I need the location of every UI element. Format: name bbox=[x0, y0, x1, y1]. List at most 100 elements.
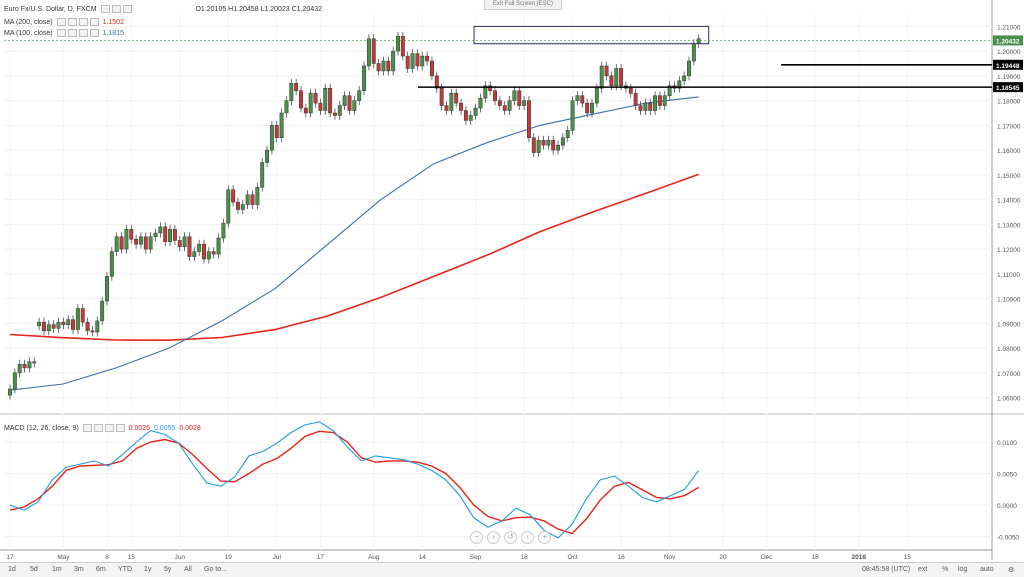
scroll-right-icon[interactable]: › bbox=[521, 531, 534, 544]
candle-up bbox=[105, 276, 109, 302]
time-tick-label: Dec bbox=[761, 554, 773, 561]
range-all[interactable]: All bbox=[184, 566, 192, 573]
price-tick-label: 1.10000 bbox=[997, 297, 1021, 304]
time-tick-label: 19 bbox=[225, 554, 233, 561]
ma100-eye-icon[interactable] bbox=[56, 29, 66, 37]
zoom-in-icon[interactable]: + bbox=[538, 531, 551, 544]
candle-down bbox=[129, 229, 134, 240]
candle-down bbox=[119, 236, 124, 250]
time-tick-label: Sep bbox=[470, 554, 482, 561]
candle-up bbox=[357, 90, 362, 101]
range-5d[interactable]: 5d bbox=[30, 566, 38, 573]
candle-up bbox=[323, 88, 328, 111]
macd-tick-label: 0.0100 bbox=[997, 440, 1017, 447]
macd-close-icon[interactable] bbox=[104, 424, 114, 432]
macd-legend: MACD (12, 26, close, 9) 0.0026 0.0055 0.… bbox=[4, 424, 203, 432]
range-6m[interactable]: 6m bbox=[96, 566, 106, 573]
candle-up bbox=[168, 229, 173, 242]
price-tick-label: 1.15000 bbox=[997, 173, 1021, 180]
candle-down bbox=[187, 236, 192, 257]
price-tick-label: 1.17000 bbox=[997, 123, 1021, 130]
ma200-more-icon[interactable] bbox=[89, 18, 99, 26]
candle-up bbox=[420, 55, 425, 67]
candle-down bbox=[502, 105, 507, 111]
ma100-more-icon[interactable] bbox=[89, 29, 99, 37]
candle-down bbox=[386, 60, 391, 72]
candle-down bbox=[333, 112, 337, 116]
candle-up bbox=[478, 97, 483, 109]
price-tick-label: 1.13000 bbox=[997, 222, 1021, 229]
candle-up bbox=[691, 43, 696, 62]
ma100-settings-icon[interactable] bbox=[67, 29, 77, 37]
exit-fullscreen-button[interactable]: Exit Full Screen (ESC) bbox=[484, 0, 562, 10]
price-tick-label: 1.08000 bbox=[997, 346, 1021, 353]
candle-up bbox=[556, 144, 560, 151]
zoom-out-icon[interactable]: − bbox=[470, 531, 483, 544]
candle-up bbox=[216, 237, 221, 255]
candle-up bbox=[677, 80, 682, 89]
legend-eye-icon[interactable] bbox=[100, 5, 110, 13]
candle-up bbox=[342, 95, 347, 106]
ma200-settings-icon[interactable] bbox=[67, 18, 77, 26]
ma200-close-icon[interactable] bbox=[78, 18, 88, 26]
candle-down bbox=[527, 100, 531, 138]
ext-toggle[interactable]: ext bbox=[918, 566, 928, 573]
range-1y[interactable]: 1y bbox=[144, 566, 152, 573]
candle-down bbox=[531, 137, 536, 153]
range-1d[interactable]: 1d bbox=[8, 566, 16, 573]
settings-gear-icon[interactable]: ⚙ bbox=[1008, 567, 1015, 574]
candle-down bbox=[51, 324, 56, 329]
candle-up bbox=[381, 60, 386, 72]
range-ytd[interactable]: YTD bbox=[118, 566, 132, 573]
ma200-eye-icon[interactable] bbox=[56, 18, 66, 26]
macd-more-icon[interactable] bbox=[115, 424, 125, 432]
candle-up bbox=[12, 372, 17, 390]
candle-up bbox=[75, 308, 80, 330]
range-5y[interactable]: 5y bbox=[164, 566, 172, 573]
candle-down bbox=[541, 139, 546, 146]
candle-up bbox=[696, 38, 701, 44]
scroll-left-icon[interactable]: ‹ bbox=[487, 531, 500, 544]
candle-down bbox=[371, 38, 376, 64]
candle-up bbox=[284, 100, 289, 114]
price-badge bbox=[993, 59, 1023, 70]
macd-eye-icon[interactable] bbox=[82, 424, 92, 432]
macd-tick-label: 0.0000 bbox=[997, 503, 1017, 510]
time-tick-label: 8 bbox=[105, 554, 109, 561]
candle-up bbox=[255, 187, 260, 205]
candle-down bbox=[90, 330, 95, 333]
candle-down bbox=[80, 308, 85, 323]
candle-up bbox=[667, 85, 672, 96]
candle-up bbox=[653, 95, 657, 111]
candle-up bbox=[590, 102, 594, 114]
candle-up bbox=[153, 232, 158, 238]
ma100-legend: MA (100, close) 1.1815 bbox=[4, 29, 126, 37]
candle-down bbox=[163, 226, 168, 242]
reset-icon[interactable]: ↺ bbox=[504, 531, 517, 544]
candle-up bbox=[265, 149, 270, 163]
percent-toggle[interactable]: % bbox=[942, 566, 949, 573]
candle-down bbox=[32, 361, 37, 364]
macd-settings-icon[interactable] bbox=[93, 424, 103, 432]
candle-up bbox=[8, 388, 12, 396]
range-3m[interactable]: 3m bbox=[74, 566, 84, 573]
auto-toggle[interactable]: auto bbox=[980, 566, 994, 573]
candle-up bbox=[473, 107, 478, 116]
macd-pane bbox=[9, 421, 700, 539]
goto-date[interactable]: Go to... bbox=[204, 566, 227, 573]
candle-down bbox=[444, 105, 449, 111]
candlestick-series bbox=[8, 31, 701, 400]
ma100-close-icon[interactable] bbox=[78, 29, 88, 37]
candle-down bbox=[172, 229, 177, 241]
legend-close-icon[interactable] bbox=[122, 5, 132, 13]
candle-down bbox=[328, 88, 333, 114]
candle-down bbox=[430, 60, 434, 77]
candle-up bbox=[124, 229, 129, 250]
candle-up bbox=[512, 90, 517, 101]
log-toggle[interactable]: log bbox=[958, 566, 968, 573]
candle-up bbox=[599, 65, 604, 89]
legend-settings-icon[interactable] bbox=[111, 5, 121, 13]
range-1m[interactable]: 1m bbox=[52, 566, 62, 573]
candle-down bbox=[376, 63, 381, 72]
